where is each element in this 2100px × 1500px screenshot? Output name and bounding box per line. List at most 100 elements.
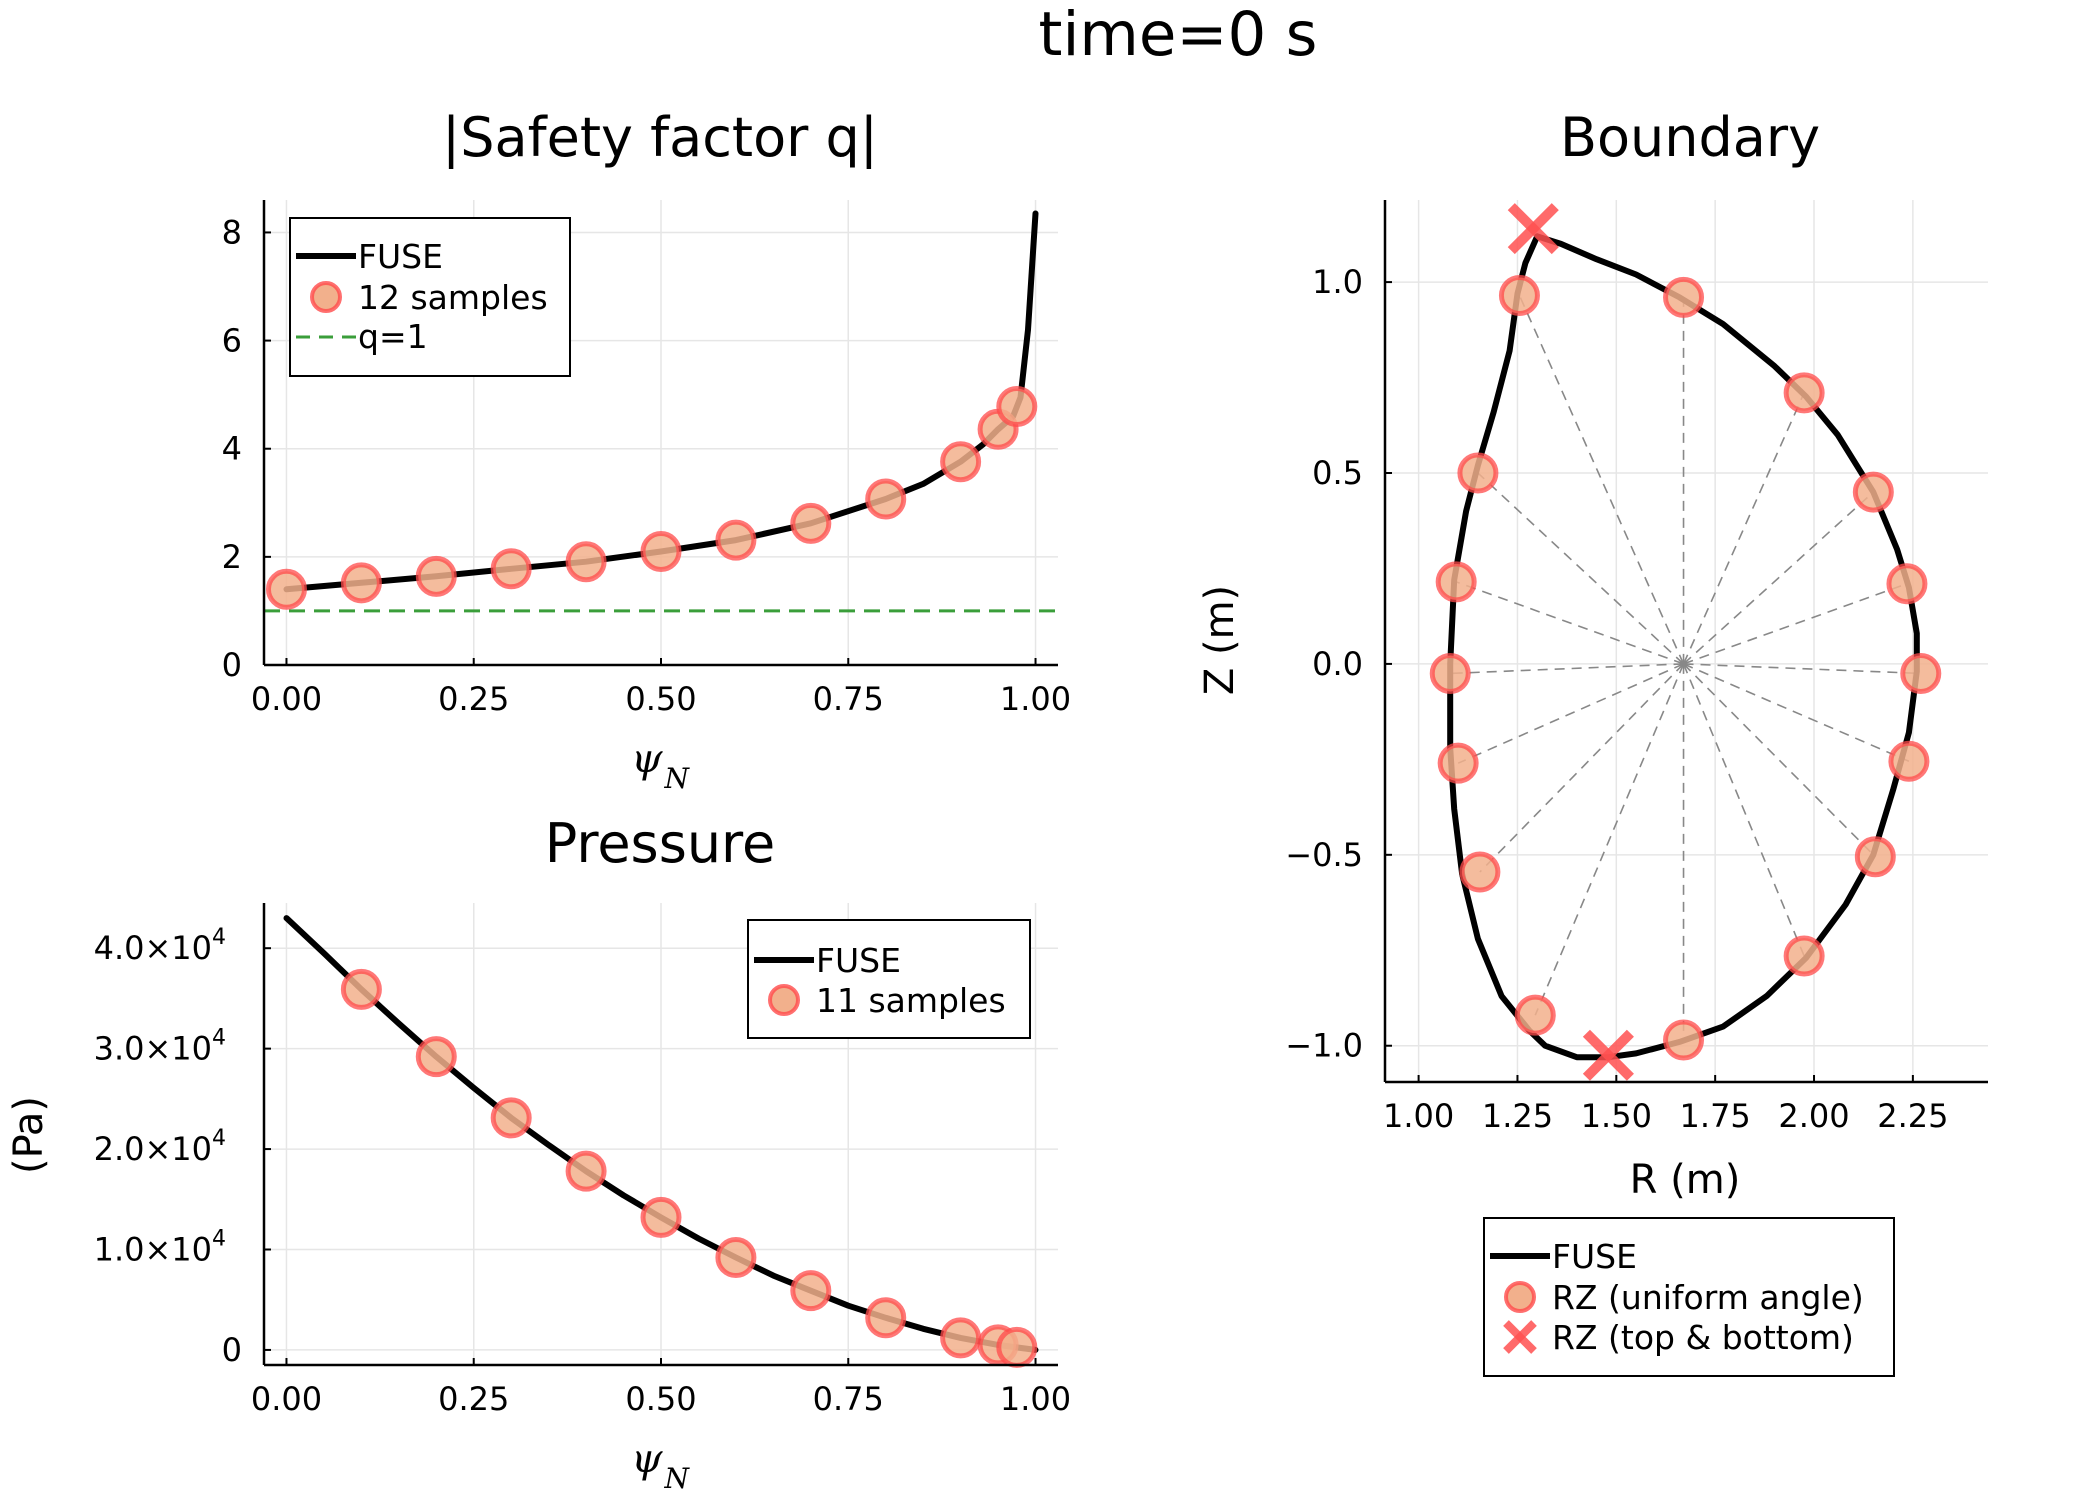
pressure-legend-samples-label: 11 samples	[816, 981, 1006, 1020]
q-xtick-label: 0.00	[251, 680, 322, 718]
b-sample-point	[1437, 742, 1479, 784]
pressure-x-axis-label: ψN	[631, 1436, 690, 1495]
q-legend: FUSE 12 samples q=1	[289, 217, 571, 377]
q-sample-point	[490, 548, 532, 590]
pressure-y-axis-label: (Pa)	[6, 1096, 52, 1174]
p-sample-point	[490, 1097, 532, 1139]
b-sample-point	[1886, 563, 1928, 605]
boundary-legend-uniform-swatch	[1504, 1281, 1536, 1313]
boundary-spoke-line	[1518, 295, 1685, 665]
boundary-spoke-line	[1534, 663, 1685, 1016]
q-sample-point	[340, 562, 382, 604]
p-sample-point	[996, 1326, 1038, 1368]
pressure-legend: FUSE 11 samples	[747, 919, 1031, 1039]
p-xtick-label: 0.00	[251, 1380, 322, 1418]
boundary-spoke-line	[1455, 581, 1684, 665]
p-sample-point	[790, 1270, 832, 1312]
boundary-y-axis-label: Z (m)	[1197, 585, 1243, 695]
boundary-plot-title: Boundary	[1560, 106, 1820, 169]
b-sample-point	[1888, 740, 1930, 782]
p-sample-point	[865, 1297, 907, 1339]
b-sample-point	[1514, 994, 1556, 1036]
b-sample-point	[1854, 836, 1896, 878]
b-sample-point	[1435, 561, 1477, 603]
boundary-legend: FUSE RZ (uniform angle) RZ (top & bottom…	[1483, 1217, 1895, 1377]
b-sample-point	[1663, 276, 1705, 318]
pressure-plot-title: Pressure	[545, 812, 776, 875]
b-sample-point	[1429, 652, 1471, 694]
q-ytick-label: 2	[222, 538, 242, 576]
boundary-legend-topbottom-swatch	[1503, 1320, 1537, 1354]
q-xtick-label: 0.50	[625, 680, 696, 718]
b-xtick-label: 1.00	[1383, 1097, 1454, 1135]
pressure-panel: Pressure 0.00 0.25 0.50 0.75 1.00 0 1.0×104 2.0…	[6, 812, 1071, 1495]
b-sample-point	[1457, 452, 1499, 494]
pressure-legend-fuse-label: FUSE	[816, 941, 901, 980]
q-ytick-label: 0	[222, 646, 242, 684]
b-ytick-label: 0.0	[1312, 645, 1363, 683]
boundary-legend-box	[1483, 1217, 1895, 1377]
p-ytick-label: 3.0×104	[94, 1026, 226, 1068]
q-ytick-label: 6	[222, 322, 242, 360]
boundary-spoke-line	[1477, 472, 1685, 665]
boundary-spoke-line	[1682, 663, 1876, 858]
q-xtick-label: 0.25	[438, 680, 509, 718]
boundary-gridlines	[1385, 200, 1988, 1082]
b-sample-point	[1459, 851, 1501, 893]
boundary-plot-area	[1429, 203, 1942, 1081]
q-ytick-label: 8	[222, 213, 242, 251]
boundary-ticks: 1.00 1.25 1.50 1.75 2.00 2.25 −1.0 −0.5 0.0 0.5 1.…	[1285, 263, 1948, 1135]
b-ytick-label: −0.5	[1285, 836, 1363, 874]
boundary-x-axis-label: R (m)	[1630, 1157, 1741, 1203]
q-xtick-label: 1.00	[1000, 680, 1071, 718]
pressure-ticks: 0.00 0.25 0.50 0.75 1.00 0 1.0×104 2.0×104 3.0×1…	[94, 925, 1072, 1418]
pressure-plot-area	[283, 915, 1039, 1368]
q-legend-samples-swatch	[310, 281, 342, 313]
q-sample-point	[865, 478, 907, 520]
b-xtick-label: 2.25	[1877, 1097, 1948, 1135]
q-xtick-label: 0.75	[813, 680, 884, 718]
q-sample-point	[415, 555, 457, 597]
boundary-spoke-line	[1450, 663, 1684, 675]
q-panel: |Safety factor q| 0.00 0.25 0.50 0.75 1.00 0 2…	[222, 106, 1072, 795]
q-legend-q1-label: q=1	[358, 317, 428, 356]
boundary-spoke-line	[1457, 663, 1684, 764]
pressure-legend-box	[747, 919, 1031, 1039]
b-xtick-label: 1.50	[1581, 1097, 1652, 1135]
figure-title: time=0 s	[1039, 0, 1318, 70]
boundary-spoke-line	[1683, 582, 1908, 665]
p-ytick-label: 0	[222, 1331, 242, 1369]
q-plot-area	[264, 210, 1058, 613]
p-sample-point	[415, 1036, 457, 1078]
boundary-spoke-line	[1682, 491, 1874, 665]
q-legend-samples-label: 12 samples	[358, 278, 548, 317]
boundary-spoke-line	[1682, 392, 1805, 665]
boundary-panel: Boundary 1.00 1.25 1.50 1.75 2.00 2.25 −1.0 −0.…	[1197, 106, 1988, 1377]
b-sample-point	[1852, 471, 1894, 513]
b-ytick-label: 1.0	[1312, 263, 1363, 301]
q-ticks: 0.00 0.25 0.50 0.75 1.00 0 2 4 6 8	[222, 213, 1072, 718]
boundary-legend-uniform-label: RZ (uniform angle)	[1552, 1278, 1864, 1317]
p-sample-point	[940, 1317, 982, 1359]
pressure-legend-samples-swatch	[768, 984, 800, 1016]
p-sample-point	[715, 1237, 757, 1279]
b-sample-point	[1498, 274, 1540, 316]
boundary-top-bottom-marker	[1507, 203, 1559, 255]
q-sample-point	[565, 541, 607, 583]
q-x-axis-label: ψN	[631, 736, 690, 795]
p-xtick-label: 0.50	[625, 1380, 696, 1418]
b-sample-point	[1663, 1019, 1705, 1061]
b-xtick-label: 1.25	[1482, 1097, 1553, 1135]
boundary-legend-topbottom-label: RZ (top & bottom)	[1552, 1318, 1854, 1357]
b-xtick-label: 1.75	[1680, 1097, 1751, 1135]
b-xtick-label: 2.00	[1778, 1097, 1849, 1135]
boundary-spoke-line	[1479, 663, 1685, 873]
q-sample-point	[640, 530, 682, 572]
p-ytick-label: 1.0×104	[94, 1227, 226, 1269]
q-sample-point	[940, 441, 982, 483]
q-plot-title: |Safety factor q|	[442, 106, 878, 169]
q-legend-fuse-label: FUSE	[358, 237, 443, 276]
boundary-spoke-line	[1683, 663, 1921, 675]
boundary-top-bottom-marker	[1582, 1029, 1634, 1081]
